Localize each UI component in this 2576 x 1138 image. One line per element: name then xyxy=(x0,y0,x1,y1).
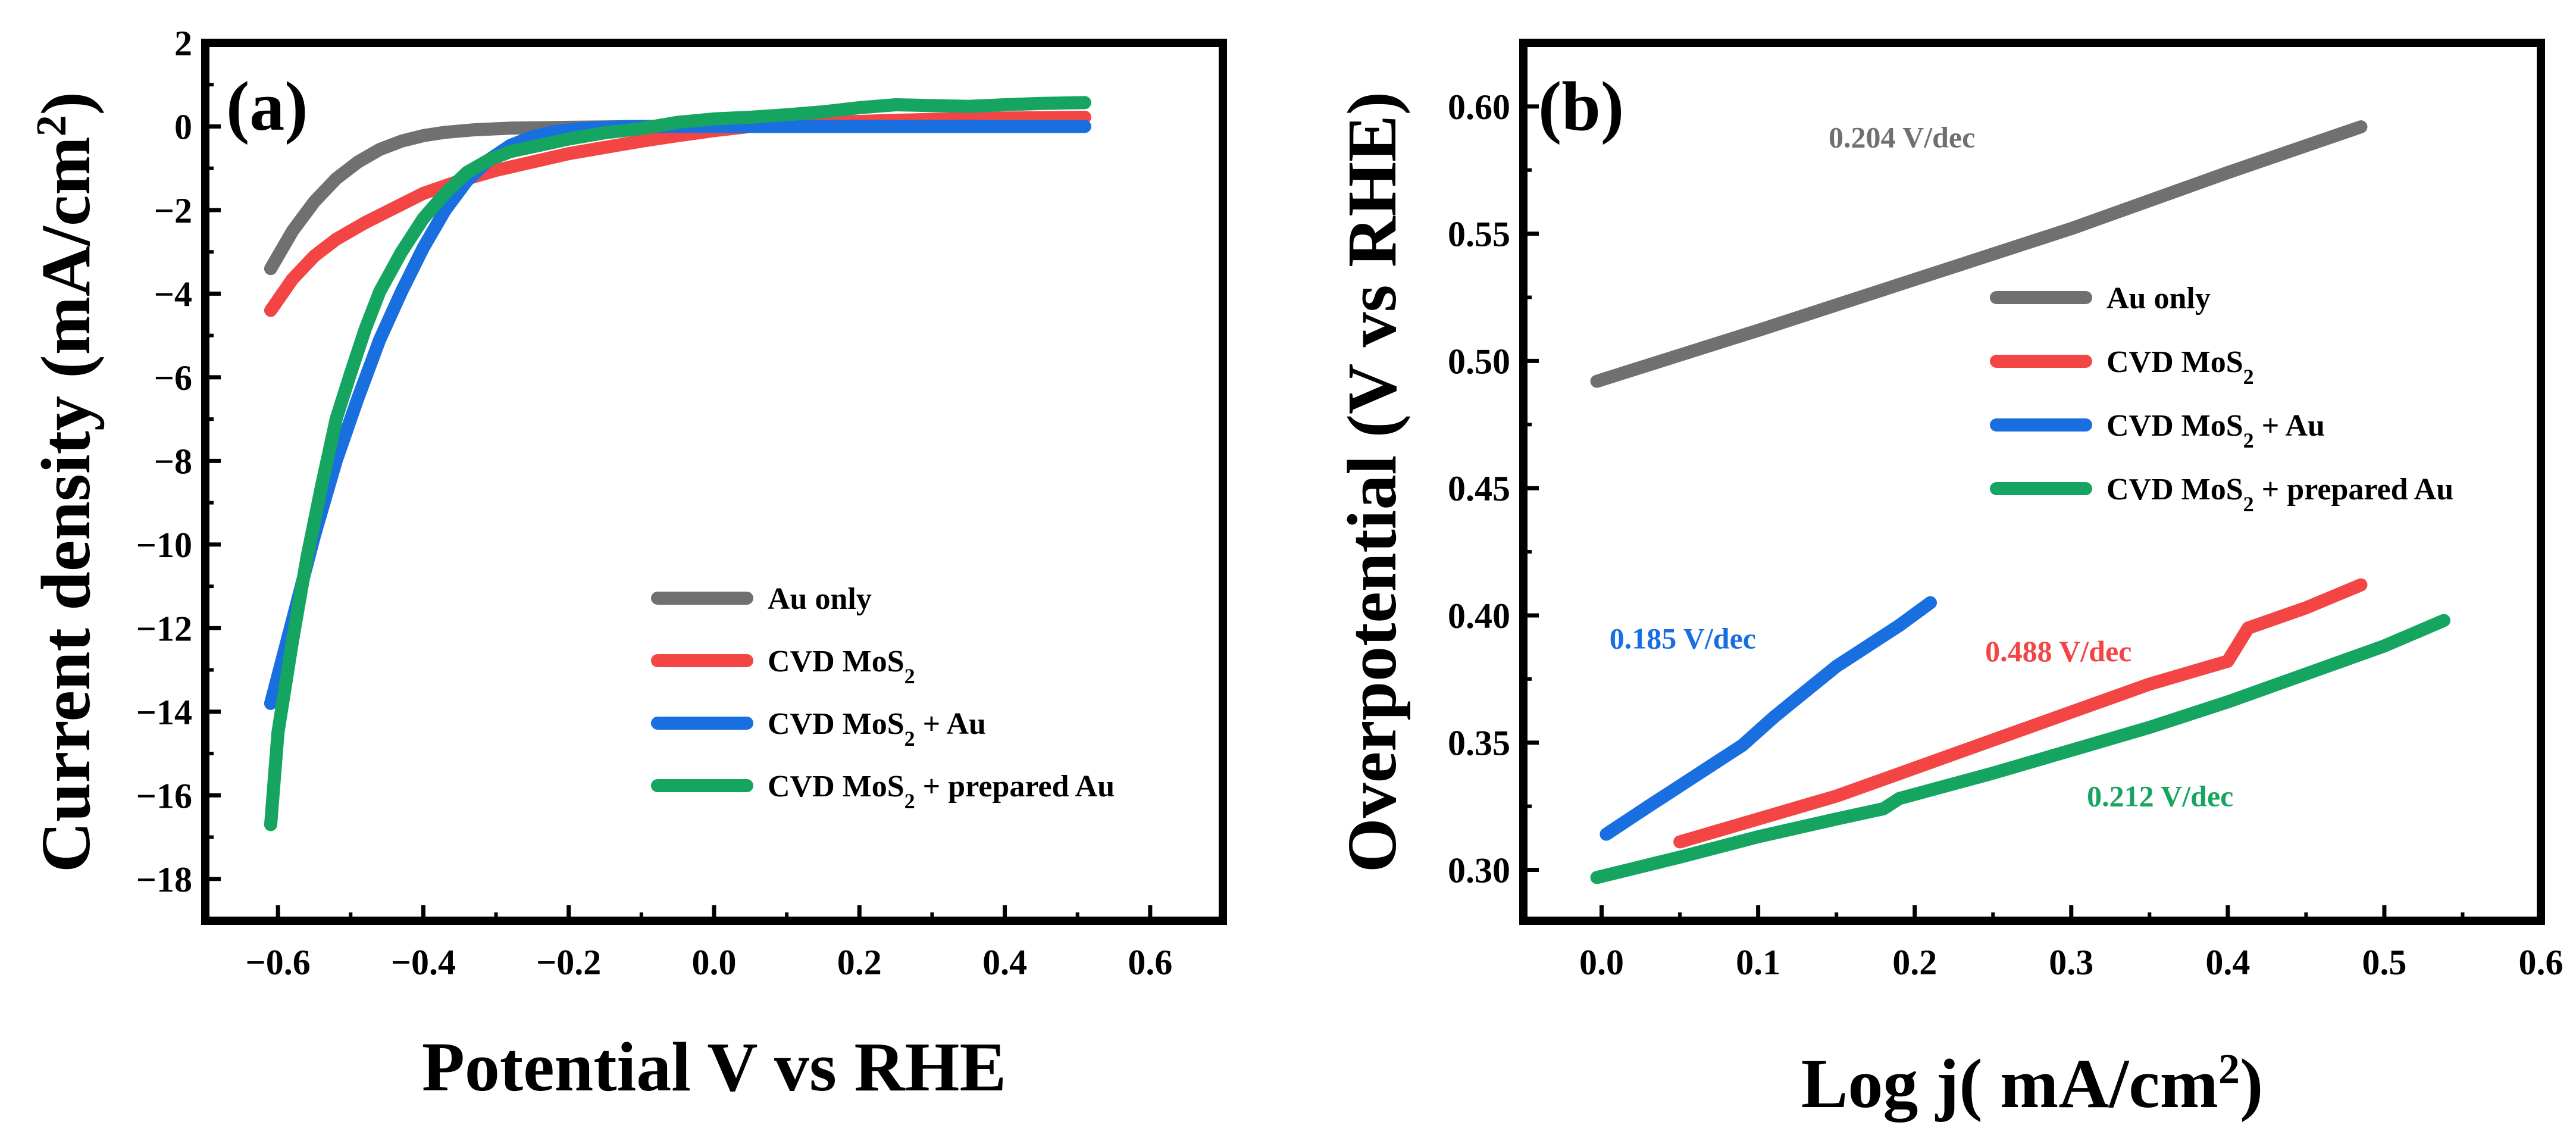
x-tick-label: −0.4 xyxy=(391,943,456,982)
series-line-cvd-mos2-au xyxy=(1600,596,1937,841)
x-tick-label: 0.2 xyxy=(1892,943,1937,982)
panel-b-label: (b) xyxy=(1538,67,1624,145)
panel-b-plot-frame xyxy=(1519,39,2545,925)
y-tick-label: −14 xyxy=(136,693,192,732)
panel-b-x-axis-title-main: Log j( mA/cm xyxy=(1801,1045,2218,1123)
y-tick-label: −18 xyxy=(136,860,192,899)
x-tick-label: 0.4 xyxy=(2205,943,2250,982)
panel-b-y-axis-title: Overpotential (V vs RHE) xyxy=(1333,92,1411,873)
legend-entry: CVD MoS2 + Au xyxy=(768,707,986,751)
panel-a-series-group xyxy=(264,96,1091,831)
y-tick-label: 0.45 xyxy=(1448,469,1510,508)
y-tick-label: 0.55 xyxy=(1448,215,1510,254)
y-tick-label: −2 xyxy=(154,191,192,230)
x-tick-label: 0.1 xyxy=(1736,943,1780,982)
y-tick-label: −12 xyxy=(136,609,192,648)
legend-entry: CVD MoS2 xyxy=(768,645,915,688)
x-tick-label: 0.6 xyxy=(2519,943,2564,982)
series-line-cvd-mos2-prepared-au xyxy=(264,96,1091,831)
series-line-cvd-mos2 xyxy=(1673,578,2368,849)
panel-a-y-axis-title: Current density (mA/cm2) xyxy=(27,92,105,873)
legend-entry: CVD MoS2 + prepared Au xyxy=(768,770,1115,813)
panel-a: −0.6 −0.4 −0.2 0.0 0.2 0.4 0.6 2 0 −2 −4 −6 −8 −10 −1… xyxy=(27,24,1227,1106)
panel-a-y-axis-title-close: ) xyxy=(27,92,105,115)
panel-b-annotations: 0.204 V/dec 0.185 V/dec 0.488 V/dec 0.212 V… xyxy=(1610,120,2234,812)
y-tick-label: 0.50 xyxy=(1448,342,1510,381)
panel-b-legend: Au only CVD MoS2 CVD MoS2 + Au CVD MoS2 + p… xyxy=(1990,282,2453,516)
panel-a-label: (a) xyxy=(226,67,308,145)
y-tick-label: −4 xyxy=(154,274,192,314)
y-tick-label: 0.60 xyxy=(1448,87,1510,127)
series-line-au-only xyxy=(264,117,1084,276)
panel-a-legend: Au only CVD MoS2 CVD MoS2 + Au CVD MoS2 + p… xyxy=(651,582,1115,813)
y-tick-label: −16 xyxy=(136,776,192,815)
panel-b: 0.0 0.1 0.2 0.3 0.4 0.5 0.6 0.30 0.35 0.40 0.45 0.… xyxy=(1333,39,2564,1123)
y-tick-label: 2 xyxy=(174,24,192,63)
panel-a-y-axis-title-sup: 2 xyxy=(27,115,75,136)
legend-entry: CVD MoS2 + Au xyxy=(2107,409,2325,452)
legend-entry: CVD MoS2 xyxy=(2107,345,2254,389)
x-tick-label: 0.0 xyxy=(692,943,737,982)
legend-entry: CVD MoS2 + prepared Au xyxy=(2107,473,2453,516)
y-tick-label: 0 xyxy=(174,107,192,146)
x-tick-label: 0.6 xyxy=(1128,943,1172,982)
series-line-au-only xyxy=(1590,120,2368,388)
x-tick-label: −0.6 xyxy=(246,943,311,982)
y-tick-label: −8 xyxy=(154,442,192,481)
x-tick-label: 0.5 xyxy=(2362,943,2406,982)
panel-a-y-axis-title-main: Current density (mA/cm xyxy=(27,136,105,873)
x-tick-label: 0.3 xyxy=(2049,943,2093,982)
x-tick-label: 0.4 xyxy=(982,943,1027,982)
panel-b-x-axis-title: Log j( mA/cm2) xyxy=(1801,1045,2264,1123)
y-tick-label: −10 xyxy=(136,526,192,565)
series-line-cvd-mos2-prepared-au xyxy=(1590,614,2450,884)
y-tick-label: 0.40 xyxy=(1448,596,1510,636)
panel-b-x-axis-title-sup: 2 xyxy=(2218,1045,2240,1093)
slope-annotation: 0.488 V/dec xyxy=(1985,634,2131,668)
y-tick-label: 0.30 xyxy=(1448,851,1510,890)
slope-annotation: 0.204 V/dec xyxy=(1829,120,1975,154)
panel-b-series-group xyxy=(1590,120,2450,884)
y-tick-label: 0.35 xyxy=(1448,724,1510,763)
panel-b-x-axis-title-close: ) xyxy=(2240,1045,2263,1123)
slope-annotation: 0.185 V/dec xyxy=(1610,622,1756,655)
legend-entry: Au only xyxy=(2107,282,2211,315)
slope-annotation: 0.212 V/dec xyxy=(2087,780,2233,813)
x-tick-label: 0.0 xyxy=(1579,943,1624,982)
legend-entry: Au only xyxy=(768,582,872,616)
x-tick-label: −0.2 xyxy=(536,943,601,982)
x-tick-label: 0.2 xyxy=(837,943,882,982)
y-tick-label: −6 xyxy=(154,358,192,398)
panel-a-x-axis-title: Potential V vs RHE xyxy=(422,1028,1006,1106)
